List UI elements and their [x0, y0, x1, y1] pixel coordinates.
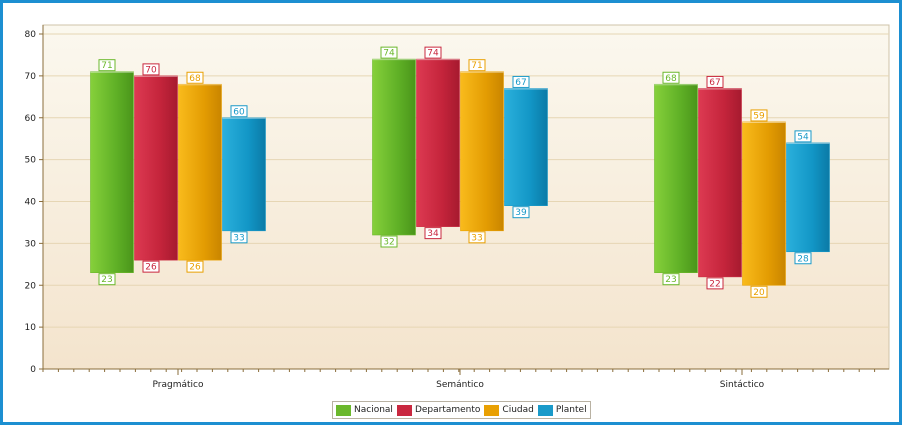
- data-label-box: [380, 235, 398, 248]
- data-label-box: [186, 260, 204, 273]
- bar-departamento: [134, 75, 178, 261]
- y-tick-label: 70: [25, 72, 37, 82]
- data-label-high: 71: [101, 61, 112, 71]
- legend-swatch: [484, 404, 500, 416]
- legend-item-departamento: Departamento: [396, 404, 481, 416]
- data-label-low: 22: [709, 279, 720, 289]
- legend-label: Ciudad: [502, 405, 534, 415]
- data-label-low: 23: [665, 275, 676, 285]
- bar-nacional: [90, 71, 134, 273]
- data-label-box: [142, 260, 160, 273]
- y-tick-label: 20: [25, 281, 37, 291]
- y-tick-label: 60: [25, 114, 37, 124]
- bar-plantel: [504, 88, 548, 206]
- data-label-box: [468, 59, 486, 72]
- data-label-high: 54: [797, 132, 809, 142]
- legend-label: Plantel: [555, 405, 587, 415]
- data-label-box: [186, 71, 204, 84]
- data-label-high: 67: [515, 78, 526, 88]
- data-label-box: [512, 75, 530, 88]
- bar-nacional: [654, 83, 698, 273]
- data-label-high: 74: [427, 49, 439, 59]
- data-label-box: [142, 63, 160, 76]
- data-label-low: 26: [145, 263, 157, 273]
- bar-departamento: [416, 58, 460, 227]
- y-tick-label: 10: [25, 323, 37, 333]
- legend-swatch: [336, 404, 351, 416]
- data-label-box: [662, 273, 680, 286]
- data-label-box: [424, 227, 442, 240]
- bar-ciudad: [460, 71, 504, 232]
- data-label-low: 28: [797, 254, 809, 264]
- data-label-high: 68: [665, 74, 677, 84]
- data-label-box: [98, 59, 116, 72]
- data-label-box: [230, 105, 248, 118]
- data-label-box: [750, 285, 768, 298]
- data-label-box: [750, 109, 768, 122]
- bar-departamento: [698, 88, 742, 278]
- data-label-low: 39: [515, 208, 527, 218]
- data-label-box: [662, 71, 680, 84]
- data-label-box: [794, 130, 812, 143]
- data-label-high: 74: [383, 49, 395, 59]
- data-label-box: [706, 277, 724, 290]
- legend-item-plantel: Plantel: [537, 404, 587, 416]
- x-category-label: Semántico: [436, 380, 484, 390]
- legend-item-nacional: Nacional: [336, 404, 393, 416]
- x-category-label: Sintáctico: [720, 380, 765, 390]
- legend-swatch: [537, 404, 553, 416]
- bar-ciudad: [742, 121, 786, 286]
- data-label-box: [380, 46, 398, 59]
- data-label-low: 34: [427, 229, 439, 239]
- chart-svg: 71 23 70 26 68 26 60 33 74 32 74 34 71 33 67 39 68 23 67 22…: [25, 24, 890, 390]
- y-tick-label: 40: [25, 198, 37, 208]
- data-label-high: 71: [471, 61, 482, 71]
- data-label-box: [98, 273, 116, 286]
- y-tick-label: 30: [25, 239, 37, 249]
- bar-plantel: [222, 117, 266, 232]
- data-label-low: 23: [101, 275, 112, 285]
- data-label-low: 20: [753, 288, 765, 298]
- data-label-high: 70: [145, 65, 157, 75]
- data-label-low: 32: [383, 238, 394, 248]
- data-label-high: 59: [753, 111, 765, 121]
- data-label-box: [230, 231, 248, 244]
- data-label-low: 33: [233, 233, 244, 243]
- data-label-high: 60: [233, 107, 245, 117]
- y-tick-label: 0: [30, 365, 36, 375]
- data-label-box: [468, 231, 486, 244]
- data-label-box: [512, 206, 530, 219]
- legend-item-ciudad: Ciudad: [484, 404, 534, 416]
- data-label-low: 33: [471, 233, 482, 243]
- legend-swatch: [396, 404, 412, 416]
- y-tick-label: 80: [25, 30, 37, 40]
- data-label-high: 68: [189, 74, 201, 84]
- x-category-label: Pragmático: [153, 380, 204, 390]
- legend-label: Departamento: [414, 405, 481, 415]
- legend: Nacional Departamento Ciudad Plantel: [332, 401, 591, 419]
- bar-ciudad: [178, 83, 222, 261]
- bar-plantel: [786, 142, 830, 253]
- data-label-box: [794, 252, 812, 265]
- data-label-high: 67: [709, 78, 720, 88]
- data-label-box: [706, 75, 724, 88]
- data-label-low: 26: [189, 263, 201, 273]
- bar-nacional: [372, 58, 416, 236]
- y-tick-label: 50: [25, 156, 37, 166]
- legend-label: Nacional: [354, 405, 393, 415]
- data-label-box: [424, 46, 442, 59]
